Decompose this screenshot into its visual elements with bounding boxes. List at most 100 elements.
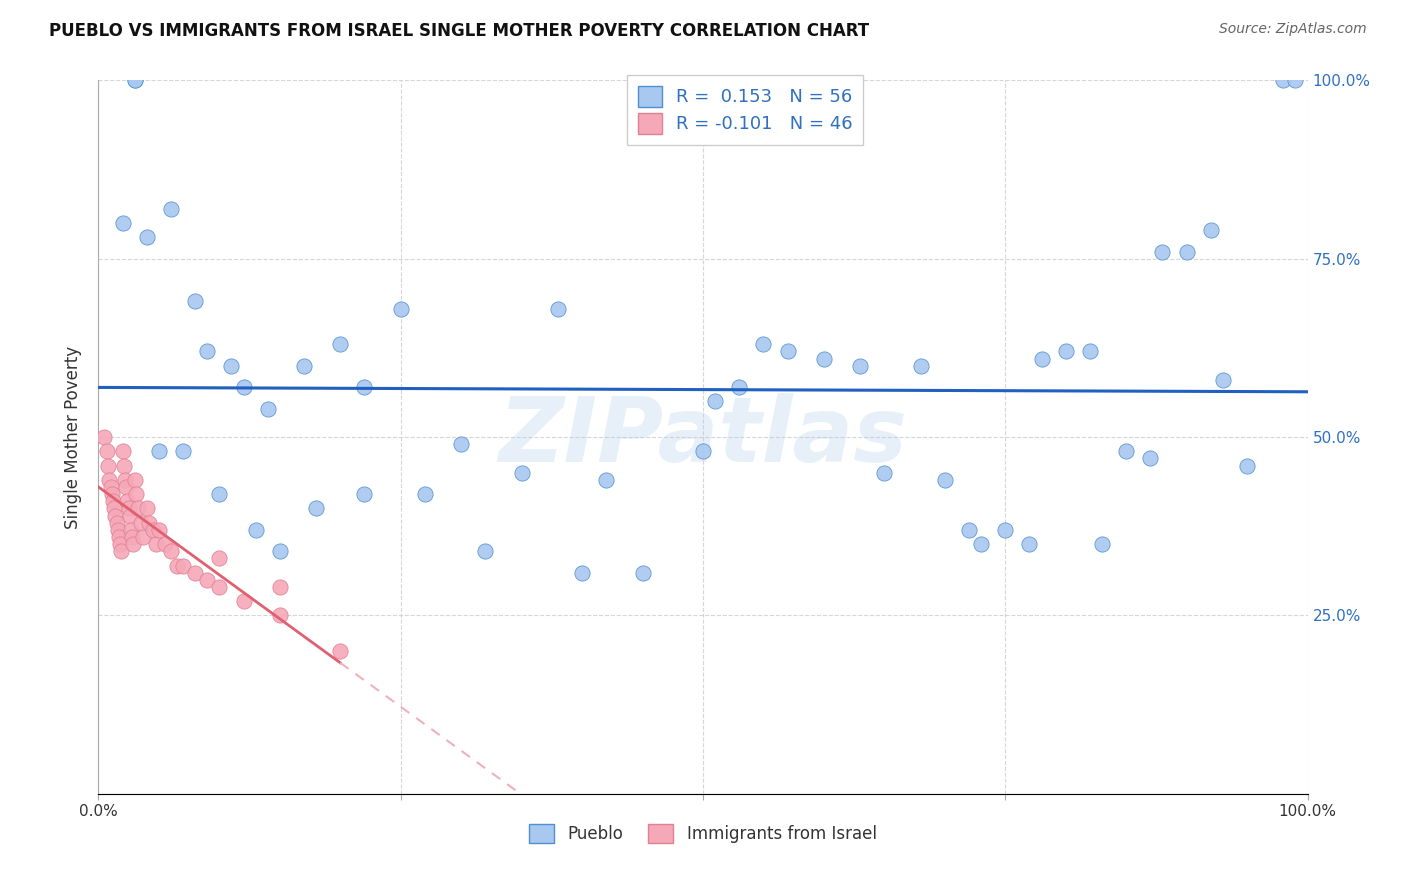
Point [1018, 537, 1040, 551]
Point [160, 202, 183, 216]
Point [124, 473, 146, 487]
Point [413, 487, 436, 501]
Point [160, 544, 183, 558]
Point [184, 566, 207, 580]
Point [595, 473, 617, 487]
Point [292, 359, 315, 373]
Point [111, 216, 134, 230]
Point [120, 523, 142, 537]
Point [93, 430, 115, 444]
Point [184, 294, 207, 309]
Point [728, 380, 751, 394]
Point [1272, 73, 1295, 87]
Point [153, 537, 176, 551]
Y-axis label: Single Mother Poverty: Single Mother Poverty [65, 345, 83, 529]
Point [849, 359, 872, 373]
Point [1152, 244, 1174, 259]
Point [910, 359, 932, 373]
Point [117, 494, 139, 508]
Legend: Pueblo, Immigrants from Israel: Pueblo, Immigrants from Israel [523, 818, 883, 850]
Text: PUEBLO VS IMMIGRANTS FROM ISRAEL SINGLE MOTHER POVERTY CORRELATION CHART: PUEBLO VS IMMIGRANTS FROM ISRAEL SINGLE … [49, 22, 869, 40]
Point [127, 501, 149, 516]
Point [115, 480, 138, 494]
Point [269, 608, 291, 623]
Point [118, 501, 141, 516]
Point [631, 566, 654, 580]
Point [571, 566, 593, 580]
Point [1175, 244, 1198, 259]
Point [135, 230, 157, 244]
Point [1054, 344, 1077, 359]
Point [97, 458, 120, 473]
Point [145, 537, 167, 551]
Point [98, 473, 121, 487]
Text: ZIPatlas: ZIPatlas [499, 393, 907, 481]
Point [118, 508, 141, 523]
Point [813, 351, 835, 366]
Point [135, 501, 157, 516]
Point [111, 444, 134, 458]
Point [103, 501, 125, 516]
Point [329, 644, 352, 658]
Point [172, 444, 194, 458]
Point [474, 544, 496, 558]
Point [704, 394, 727, 409]
Point [269, 544, 291, 558]
Point [132, 530, 155, 544]
Point [208, 551, 231, 566]
Point [121, 530, 143, 544]
Point [873, 466, 896, 480]
Point [125, 487, 148, 501]
Point [107, 523, 129, 537]
Point [1284, 73, 1306, 87]
Point [547, 301, 569, 316]
Point [1031, 351, 1053, 366]
Point [221, 359, 243, 373]
Point [172, 558, 194, 573]
Point [329, 337, 352, 351]
Point [450, 437, 472, 451]
Point [148, 523, 170, 537]
Point [142, 523, 165, 537]
Point [776, 344, 799, 359]
Point [110, 544, 132, 558]
Point [1139, 451, 1161, 466]
Point [256, 401, 278, 416]
Point [692, 444, 714, 458]
Point [100, 480, 122, 494]
Point [122, 537, 145, 551]
Point [108, 530, 131, 544]
Point [108, 537, 131, 551]
Point [353, 487, 375, 501]
Point [232, 380, 254, 394]
Point [245, 523, 267, 537]
Point [305, 501, 328, 516]
Point [101, 494, 124, 508]
Point [934, 473, 956, 487]
Point [957, 523, 980, 537]
Point [104, 508, 127, 523]
Point [208, 580, 231, 594]
Point [100, 487, 122, 501]
Point [1078, 344, 1101, 359]
Point [752, 337, 775, 351]
Point [269, 580, 291, 594]
Point [353, 380, 375, 394]
Point [994, 523, 1017, 537]
Point [138, 516, 160, 530]
Point [114, 473, 136, 487]
Point [510, 466, 533, 480]
Point [1236, 458, 1258, 473]
Point [105, 516, 128, 530]
Point [1091, 537, 1114, 551]
Point [129, 516, 152, 530]
Point [195, 573, 218, 587]
Point [166, 558, 188, 573]
Point [389, 301, 412, 316]
Point [124, 73, 146, 87]
Text: Source: ZipAtlas.com: Source: ZipAtlas.com [1219, 22, 1367, 37]
Point [148, 444, 170, 458]
Point [112, 458, 135, 473]
Point [232, 594, 254, 608]
Point [96, 444, 118, 458]
